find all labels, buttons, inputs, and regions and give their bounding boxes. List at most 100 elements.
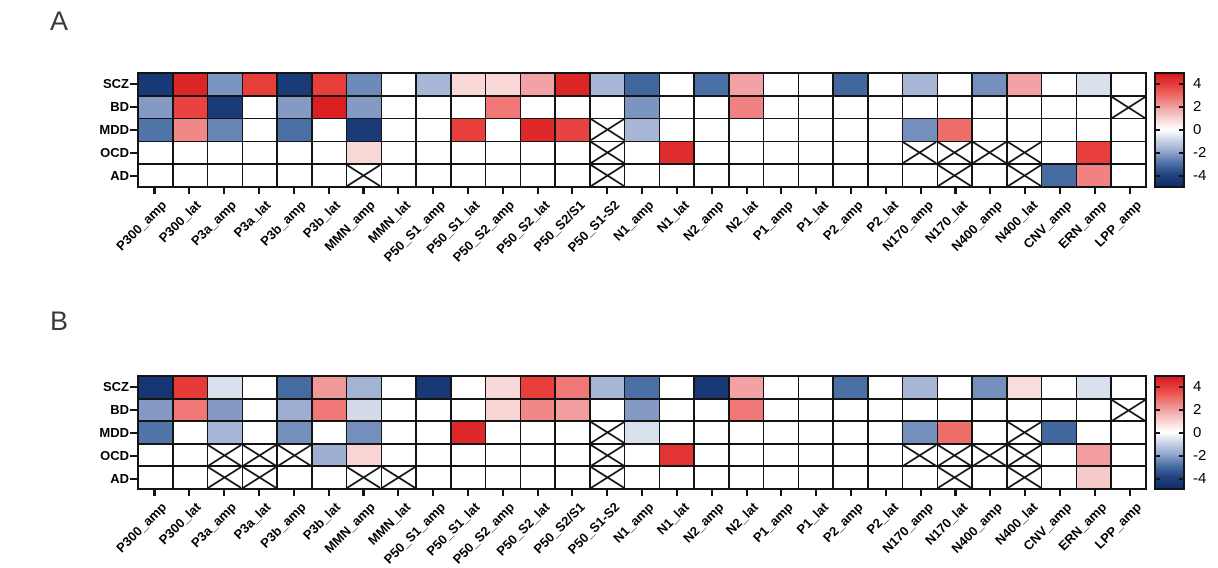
heatmap-cell — [694, 399, 729, 421]
heatmap-cell — [903, 422, 937, 443]
heatmap-cell — [486, 444, 520, 466]
heatmap-cell — [799, 444, 833, 466]
heatmap-cell-no-data — [347, 164, 381, 186]
heatmap-cell — [1077, 444, 1111, 466]
heatmap-cell-no-data — [1007, 164, 1041, 186]
heatmap-cell — [312, 467, 346, 488]
heatmap-cell — [382, 422, 416, 443]
heatmap-cell — [347, 96, 381, 118]
heatmap-cell — [208, 377, 242, 398]
y-axis-tick — [130, 385, 137, 388]
no-data-cross-icon — [1008, 422, 1041, 443]
x-axis-tick — [362, 188, 365, 194]
heatmap-cell — [764, 96, 798, 118]
row-label-ocd: OCD — [100, 145, 129, 161]
no-data-cross-icon — [938, 445, 971, 466]
heatmap-cell — [173, 119, 207, 141]
heatmap-cell — [347, 377, 381, 398]
row-label-ad: AD — [110, 168, 129, 184]
heatmap-cell — [938, 96, 972, 118]
heatmap-cell — [555, 422, 590, 443]
heatmap-cell — [208, 142, 242, 164]
heatmap-cell-no-data — [590, 467, 624, 488]
heatmap-cell — [868, 399, 902, 421]
heatmap-cell — [1042, 399, 1076, 421]
heatmap-cell — [868, 444, 902, 466]
heatmap-cell — [243, 96, 277, 118]
heatmap-cell — [382, 119, 416, 141]
heatmap-cell — [521, 74, 555, 96]
no-data-cross-icon — [938, 142, 971, 163]
x-axis-tick — [257, 188, 261, 194]
heatmap-cell — [1111, 74, 1145, 96]
x-axis-tick — [536, 490, 539, 496]
heatmap-cell — [660, 399, 694, 421]
heatmap-cell — [243, 399, 277, 421]
heatmap-cell — [729, 444, 763, 466]
heatmap-cell — [1111, 422, 1145, 443]
x-axis-tick — [571, 188, 574, 194]
heatmap-cell — [833, 119, 868, 141]
x-axis-tick — [188, 188, 191, 194]
column-label: P300_amp — [113, 197, 170, 254]
heatmap-cell — [625, 467, 659, 488]
x-axis-tick — [223, 188, 226, 194]
heatmap-cell — [972, 96, 1007, 118]
no-data-cross-icon — [1008, 445, 1041, 466]
heatmap-cell — [312, 377, 346, 398]
heatmap-cell — [416, 164, 451, 186]
heatmap-cell — [382, 444, 416, 466]
y-axis-tick — [130, 82, 137, 85]
heatmap-cell — [764, 467, 798, 488]
heatmap-cell — [972, 399, 1007, 421]
heatmap-cell — [555, 142, 590, 164]
heatmap-cell — [833, 444, 868, 466]
heatmap-cell — [347, 142, 381, 164]
y-axis-tick — [130, 105, 137, 108]
heatmap-cell — [1042, 444, 1076, 466]
heatmap-cell — [694, 142, 729, 164]
heatmap-cell — [799, 142, 833, 164]
heatmap-cell-no-data — [938, 444, 972, 466]
heatmap-cell — [1077, 467, 1111, 488]
heatmap-cell — [1077, 119, 1111, 141]
heatmap-cell — [1111, 444, 1145, 466]
heatmap-cell — [139, 422, 173, 443]
no-data-cross-icon — [938, 467, 971, 488]
y-axis-tick — [130, 431, 137, 434]
heatmap-cell — [486, 74, 520, 96]
heatmap-cell — [729, 399, 763, 421]
heatmap-cell-no-data — [1007, 422, 1041, 443]
x-axis-tick — [954, 188, 957, 194]
heatmap-cell-no-data — [1111, 96, 1145, 118]
heatmap-cell — [555, 74, 590, 96]
heatmap-cell — [694, 96, 729, 118]
x-axis-tick — [327, 490, 330, 496]
heatmap-cell — [312, 119, 346, 141]
x-axis-tick — [1058, 490, 1062, 496]
heatmap-cell — [903, 399, 937, 421]
heatmap-cell — [799, 399, 833, 421]
heatmap-cell — [660, 142, 694, 164]
heatmap-cell — [1042, 422, 1076, 443]
heatmap-cell — [312, 96, 346, 118]
heatmap-cell — [799, 422, 833, 443]
heatmap-cell — [660, 467, 694, 488]
heatmap-cell — [625, 142, 659, 164]
heatmap-cell — [173, 444, 207, 466]
heatmap-cell — [451, 164, 485, 186]
heatmap-cell — [139, 119, 173, 141]
heatmap-cell — [1007, 96, 1041, 118]
no-data-cross-icon — [973, 445, 1006, 466]
heatmap-cell — [625, 96, 659, 118]
heatmap-cell — [277, 377, 312, 398]
y-axis-tick — [130, 408, 137, 411]
heatmap-cell-no-data — [347, 467, 381, 488]
panel-a-letter: A — [50, 6, 69, 36]
colorbar-tick — [1179, 408, 1183, 411]
heatmap-cell — [625, 444, 659, 466]
heatmap-cell — [312, 164, 346, 186]
x-axis-tick — [919, 188, 922, 194]
heatmap-cell — [486, 96, 520, 118]
heatmap-cell — [486, 422, 520, 443]
